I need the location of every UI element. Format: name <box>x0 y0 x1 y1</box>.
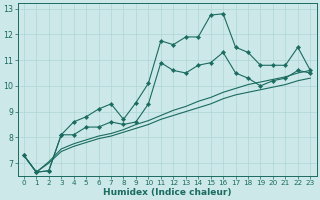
X-axis label: Humidex (Indice chaleur): Humidex (Indice chaleur) <box>103 188 231 197</box>
